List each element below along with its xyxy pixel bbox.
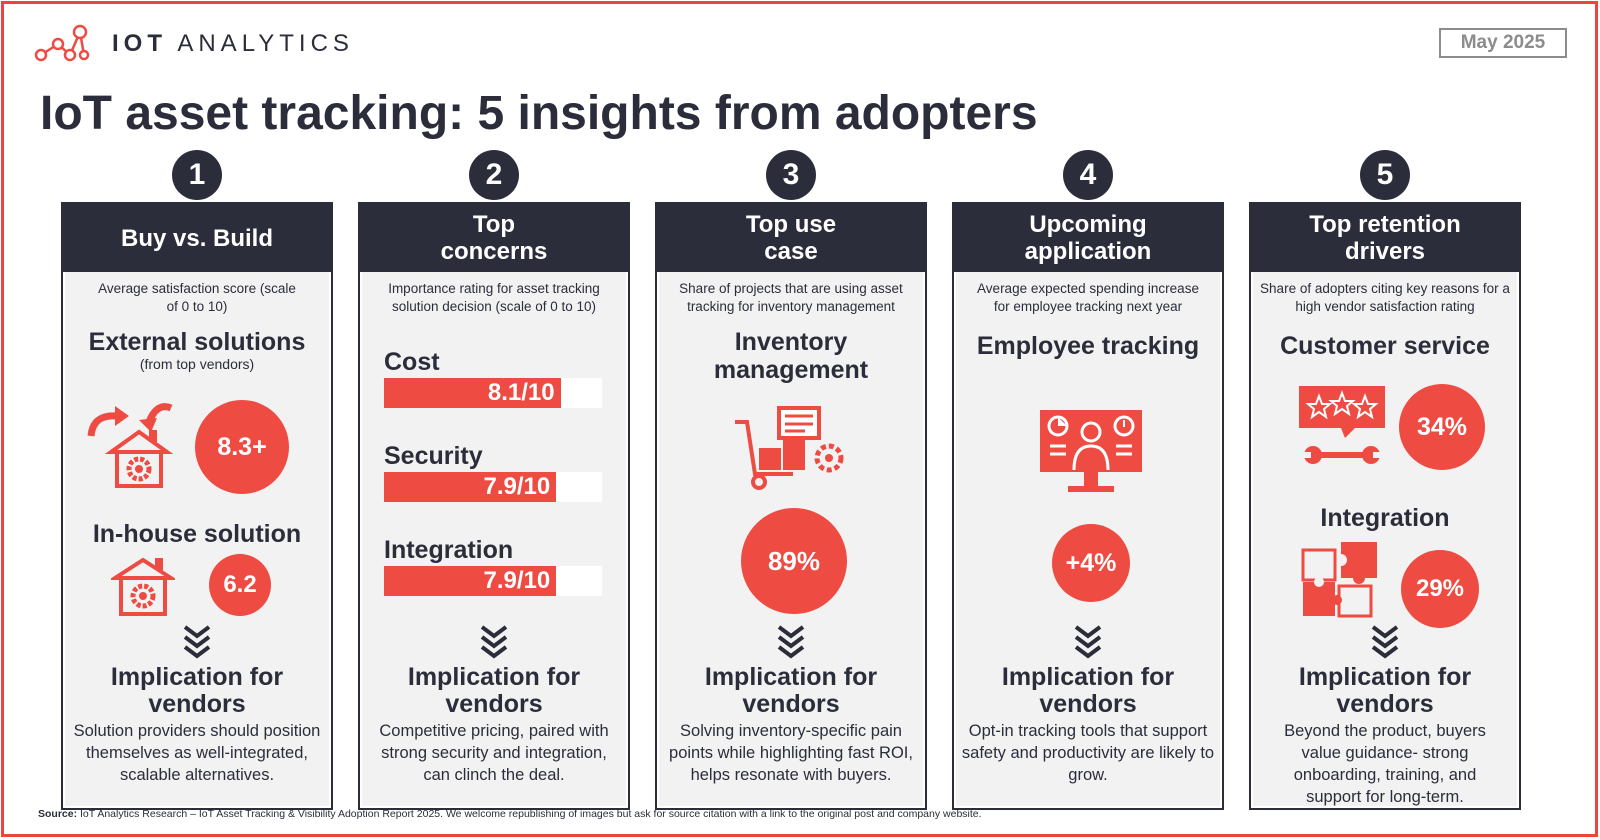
use-case-label: Inventory management [713, 328, 869, 384]
insight-card: Top retention drivers Share of adopters … [1249, 202, 1521, 810]
insight-card: Upcoming application Average expected sp… [952, 202, 1224, 810]
card-subtitle: Average satisfaction score (scale of 0 t… [98, 281, 296, 314]
concern-bar-integration: 7.9/10 [384, 566, 602, 596]
brand-name: IOT ANALYTICS [112, 30, 354, 57]
spending-increase-badge: +4% [1052, 524, 1130, 602]
puzzle-icon [1301, 542, 1377, 618]
insight-column-2: 2 Top concerns Importance rating for ass… [358, 150, 630, 810]
insight-number: 1 [172, 150, 222, 200]
card-header: Top concerns [360, 204, 628, 272]
chevrons-down-icon [777, 625, 805, 659]
insight-column-5: 5 Top retention drivers Share of adopter… [1249, 150, 1521, 810]
card-header: Top use case [657, 204, 925, 272]
brand-logo: IOT ANALYTICS [32, 22, 354, 66]
integration-share-badge: 29% [1401, 550, 1479, 628]
chevrons-down-icon [1074, 625, 1102, 659]
source-footnote: Source: IoT Analytics Research – IoT Ass… [38, 808, 982, 820]
implication-title: Implication for vendors [1298, 663, 1472, 718]
implication-title: Implication for vendors [110, 663, 284, 718]
card-header: Top retention drivers [1251, 204, 1519, 272]
external-solutions-note: (from top vendors) [139, 356, 255, 372]
inventory-cart-icon [735, 406, 844, 490]
chevrons-down-icon [183, 625, 211, 659]
insight-number: 4 [1063, 150, 1113, 200]
implication-text: Opt-in tracking tools that support safet… [961, 722, 1215, 784]
implication-title: Implication for vendors [407, 663, 581, 718]
concern-bar-fill: 7.9/10 [384, 566, 557, 596]
card-subtitle: Share of projects that are using asset t… [679, 281, 903, 314]
concern-label-security: Security [384, 442, 483, 470]
card-subtitle: Share of adopters citing key reasons for… [1260, 281, 1510, 314]
source-label: Source: [38, 808, 78, 820]
inhouse-solution-label: In-house solution [92, 520, 302, 548]
chevrons-down-icon [1371, 625, 1399, 659]
employee-monitor-icon [1040, 410, 1142, 492]
integration-label: Integration [1320, 504, 1450, 532]
implication-title: Implication for vendors [704, 663, 878, 718]
concern-bar-cost: 8.1/10 [384, 378, 602, 408]
card-header: Upcoming application [954, 204, 1222, 272]
customer-service-label: Customer service [1280, 332, 1490, 360]
chevrons-down-icon [480, 625, 508, 659]
inhouse-score-badge: 6.2 [209, 554, 271, 616]
implication-text: Beyond the product, buyers value guidanc… [1284, 722, 1486, 806]
external-solutions-label: External solutions [88, 328, 306, 356]
source-text: IoT Analytics Research – IoT Asset Track… [80, 808, 982, 820]
concern-label-integration: Integration [384, 536, 514, 564]
customer-service-share-badge: 34% [1399, 384, 1485, 470]
house-gear-icon [111, 557, 175, 616]
implication-text: Solving inventory-specific pain points w… [669, 722, 913, 784]
implication-text: Solution providers should position thems… [73, 722, 321, 784]
network-logo-icon [34, 24, 90, 62]
insight-card: Top concerns Importance rating for asset… [358, 202, 630, 810]
insight-column-3: 3 Top use case Share of projects that ar… [655, 150, 927, 810]
insight-column-4: 4 Upcoming application Average expected … [952, 150, 1224, 810]
insight-number: 3 [766, 150, 816, 200]
insight-columns: 1 Buy vs. Build Average satisfaction sco… [61, 150, 1551, 810]
external-score-badge: 8.3+ [195, 400, 289, 494]
card-subtitle: Average expected spending increase for e… [977, 281, 1199, 314]
insight-card: Buy vs. Build Average satisfaction score… [61, 202, 333, 810]
date-badge: May 2025 [1439, 28, 1567, 58]
application-label: Employee tracking [976, 332, 1200, 360]
insight-number: 2 [469, 150, 519, 200]
card-header: Buy vs. Build [63, 204, 331, 272]
implication-title: Implication for vendors [1001, 663, 1175, 718]
insight-card: Top use case Share of projects that are … [655, 202, 927, 810]
rating-wrench-icon [1299, 386, 1385, 464]
concern-bar-security: 7.9/10 [384, 472, 602, 502]
concern-bar-fill: 7.9/10 [384, 472, 557, 502]
card-subtitle: Importance rating for asset tracking sol… [388, 281, 600, 314]
implication-text: Competitive pricing, paired with strong … [379, 722, 609, 784]
insight-column-1: 1 Buy vs. Build Average satisfaction sco… [61, 150, 333, 810]
concern-label-cost: Cost [384, 348, 440, 376]
concern-bar-fill: 8.1/10 [384, 378, 561, 408]
house-gear-arrow-icon [87, 403, 174, 488]
use-case-share-badge: 89% [741, 508, 847, 614]
page-title: IoT asset tracking: 5 insights from adop… [40, 87, 1038, 140]
insight-number: 5 [1360, 150, 1410, 200]
